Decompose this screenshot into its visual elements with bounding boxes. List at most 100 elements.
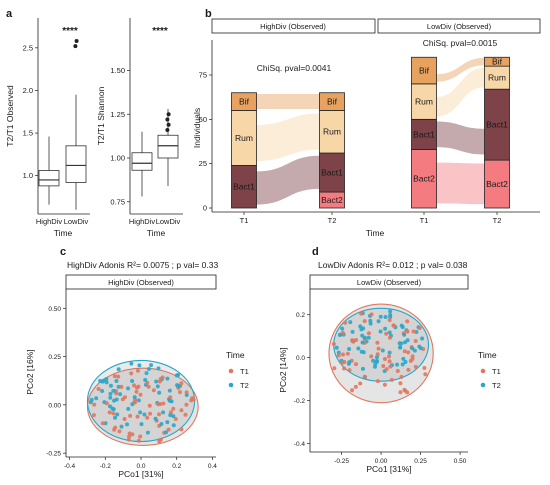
point-t2 [387,330,392,335]
point-t2 [145,430,150,435]
point-t2 [361,350,366,355]
point-t1 [336,353,341,358]
point-t1 [408,358,413,363]
alluvial-panel: 0 25 50 75 Individuals Time HighDiv (Observ… [192,18,541,238]
point-t2 [155,384,160,389]
point-t2 [171,423,176,428]
point-t2 [378,329,383,334]
point-t1 [375,352,380,357]
point-t1 [423,372,428,377]
point-t2 [387,350,392,355]
stratum-t1-rum [231,110,257,166]
point-t1 [387,335,392,340]
point-t1 [340,360,345,365]
point-t1 [331,341,336,346]
point-t2 [116,367,121,372]
point-t2 [171,414,176,419]
point-t1 [127,434,132,439]
y-tick-label-3: 0.50 [48,306,61,313]
point-t2 [101,378,106,383]
point-t2 [136,398,141,403]
point-t2 [399,323,404,328]
point-t1 [116,374,121,379]
facet-title-pcoa-highdiv: HighDiv (Observed) [108,278,174,287]
point-t2 [348,320,353,325]
stratum-label-bact1: Bact1 [233,182,255,192]
y-tick-label-0: 1.0 [23,171,33,180]
category-label-lowdiv-2: LowDiv [156,217,181,226]
legend-title-c: Time [226,350,245,360]
stratum-label-bact1: Bact1 [321,168,343,178]
point-t2 [89,397,94,402]
point-t1 [384,331,389,336]
point-t2 [337,332,342,337]
point-t2 [98,378,103,383]
box [157,134,179,159]
stratum-t2-bif [319,92,345,111]
pcoa-highdiv: HighDiv Adonis R²= 0.0075 ; p val= 0.33 … [25,260,249,479]
point-t2 [108,391,113,396]
y-tick-label-1: 25 [199,159,207,168]
point-t2 [412,348,417,353]
stratum-label-bact2: Bact2 [321,195,343,205]
point-t1 [402,349,407,354]
point-t2 [368,318,373,323]
point-t1 [114,391,119,396]
x-tick-label-3: 0.50 [454,458,467,465]
legend-dot-t1-d [480,368,486,374]
x-tick-label-0: -0.25 [334,458,349,465]
point-t2 [114,379,119,384]
legend-dot-t1-c [228,368,234,374]
chisq-highdiv: ChiSq. pval=0.0041 [257,63,332,73]
point-t1 [96,387,101,392]
point-t1 [340,330,345,335]
boxplot-shannon: 0.75 1.00 1.25 1.50 **** HighDiv LowDiv Tim… [96,18,183,238]
x-tick-label-t2: T2 [493,216,502,225]
x-tick-label-0: -0.4 [64,463,76,470]
point-t2 [388,313,393,318]
point-t1 [345,351,350,356]
point-t2 [167,388,172,393]
point-t1 [171,406,176,411]
point-t1 [145,415,150,420]
point-t1 [375,340,380,345]
point-t2 [138,410,143,415]
y-tick-label-3: 1.50 [110,66,125,75]
legend-dot-t2-d [480,382,486,388]
point-t1 [179,408,184,413]
point-t1 [179,427,184,432]
point-t1 [362,319,367,324]
point-t1 [395,369,400,374]
y-tick-label-0: -0.25 [46,451,61,458]
point-t2 [111,407,116,412]
point-t1 [126,437,131,442]
point-t1 [191,397,196,402]
point-t2 [139,422,144,427]
x-tick-label-t1: T1 [240,216,249,225]
point-t1 [347,368,352,373]
point-t2 [125,422,130,427]
point-t1 [166,427,171,432]
point-t1 [332,366,337,371]
stratum-t2-bact2 [484,159,510,209]
y-tick-label-2: 1.25 [110,110,125,119]
point-t2 [116,384,121,389]
point-t2 [130,379,135,384]
point-t1 [107,410,112,415]
point-t1 [157,412,162,417]
panel-letter-b: b [205,8,212,20]
point-t1 [161,401,166,406]
x-axis-title-observed: Time [54,228,73,238]
point-t2 [356,346,361,351]
point-t2 [161,410,166,415]
point-t1 [381,363,386,368]
panel-letter-a: a [6,8,13,20]
point-t1 [134,389,139,394]
point-t1 [359,311,364,316]
point-t2 [126,386,131,391]
point-t2 [395,362,400,367]
stratum-label-rum: Rum [323,127,341,137]
point-t2 [361,326,366,331]
point-t1 [382,357,387,362]
